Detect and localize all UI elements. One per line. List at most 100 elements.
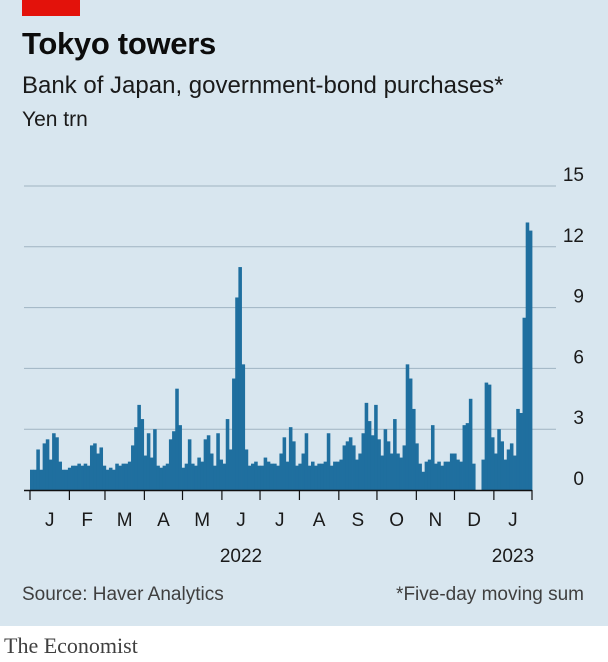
bar [238,267,242,490]
bar [298,463,302,490]
bar [64,469,69,490]
bar [156,465,160,490]
bar [399,457,403,490]
bar [427,459,432,490]
chart-subtitle: Bank of Japan, government-bond purchases… [22,72,504,99]
bar [168,439,173,490]
bar [418,463,422,490]
bar [48,459,53,490]
bar [269,463,274,490]
y-tick-label-3: 3 [573,408,584,429]
bar [247,465,252,490]
bar [339,459,343,490]
bar [165,463,170,490]
bar [494,453,498,490]
bar [282,437,287,490]
bar [219,459,223,490]
bar [257,465,261,490]
bar [472,463,476,490]
x-tick-label-month: M [117,510,133,531]
bar [519,412,523,490]
bar [42,443,47,490]
bar [449,453,454,490]
bar [71,465,75,490]
bar [484,382,489,490]
bar [430,425,435,490]
bar [364,402,369,490]
bar [108,467,113,490]
bar [377,439,381,490]
bar [153,429,157,490]
bar [83,463,88,490]
bar [191,463,195,490]
bar [140,419,145,490]
bar [235,297,239,490]
bar [266,461,271,490]
bar [45,439,50,490]
bar [89,445,94,490]
bar [440,465,444,490]
bar [314,465,318,490]
bar [279,453,283,490]
bar [310,461,315,490]
bar [285,461,290,490]
bar [402,445,407,490]
bar [146,433,151,490]
bar [209,453,214,490]
bar [434,463,438,490]
bar [342,445,347,490]
bar [96,453,100,490]
bar [374,404,378,490]
bar [468,398,473,490]
bar [118,465,122,490]
y-tick-label-9: 9 [573,287,584,308]
bar [329,465,334,490]
bar [355,459,359,490]
bar [121,463,126,490]
x-tick-label-month: J [508,510,518,531]
bar [352,445,356,490]
bar [203,439,208,490]
bar [408,378,413,490]
bar [273,463,277,490]
x-tick-label-month: J [236,510,246,531]
bar [181,467,186,490]
bar [506,449,511,490]
bar [127,461,132,490]
bar [228,449,233,490]
y-tick-label-6: 6 [573,347,584,368]
bar [143,455,148,490]
bar [386,441,391,490]
bar [288,427,293,490]
bar [481,459,486,490]
bar [304,433,309,490]
bar [58,461,62,490]
bar [525,222,530,490]
bar [462,425,467,490]
source-note: Source: Haver Analytics [22,584,224,605]
bar [424,461,429,490]
bar [405,364,410,490]
bar [509,443,514,490]
bar [522,317,527,490]
y-tick-label-12: 12 [563,226,584,247]
footnote: *Five-day moving sum [396,584,584,605]
bar [74,465,78,490]
bar [187,439,192,490]
bar [513,455,517,490]
bar [112,469,116,490]
bar [361,433,366,490]
bar [456,459,460,490]
chart-title: Tokyo towers [22,26,216,61]
bar [86,465,91,490]
bar [437,461,441,490]
x-year-label-2022: 2022 [220,546,262,567]
bar [67,467,72,490]
x-axis [24,489,533,500]
bar [55,437,59,490]
bar [516,408,520,490]
bar [393,419,397,490]
gridlines [24,185,556,430]
bar [184,463,189,490]
bar [333,461,337,490]
